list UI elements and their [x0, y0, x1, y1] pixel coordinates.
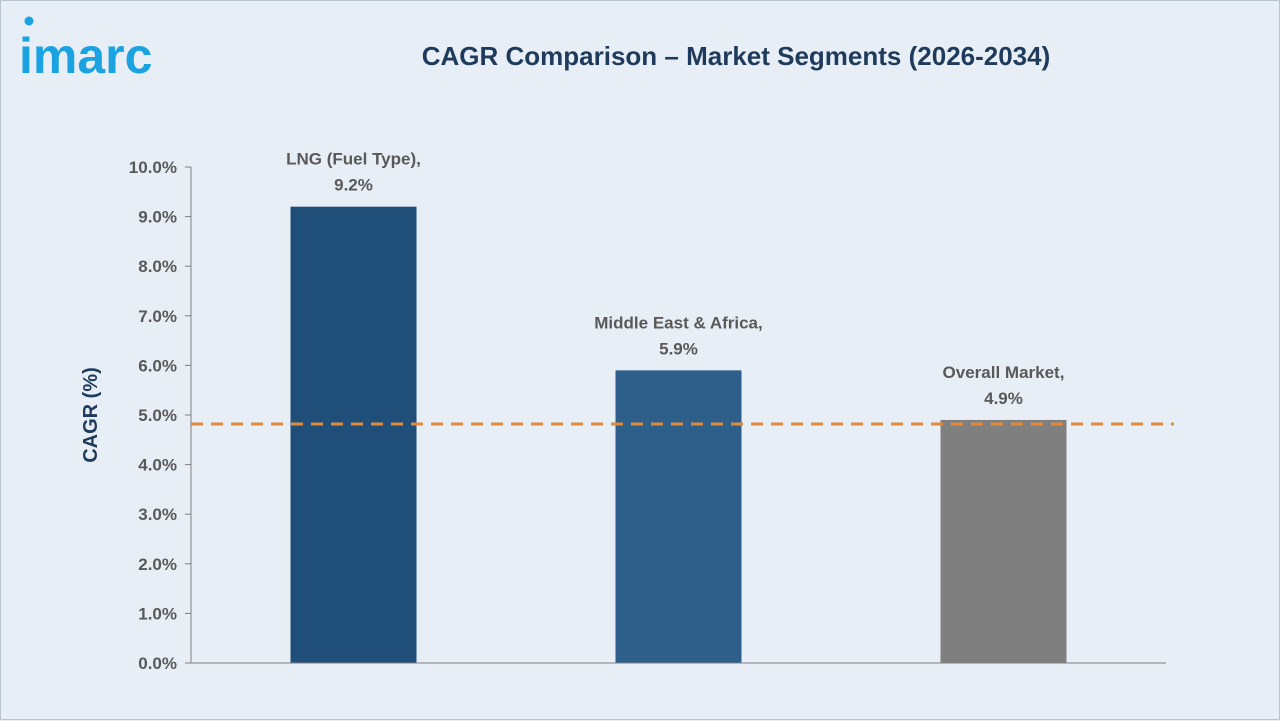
y-axis: 0.0% 1.0% 2.0% 3.0% 4.0% 5.0% 6.0% 7.0% 8.0% 9.0%…: [129, 158, 192, 673]
data-label-value: 9.2%: [334, 176, 373, 195]
bar-2: [615, 370, 742, 663]
bar-1: [290, 206, 417, 663]
bar-3: [940, 419, 1067, 663]
y-tick-label: 5.0%: [138, 406, 177, 425]
y-tick-label: 10.0%: [129, 158, 177, 177]
y-tick-label: 9.0%: [138, 208, 177, 227]
bars: [290, 206, 1067, 663]
y-tick-label: 6.0%: [138, 356, 177, 375]
imarc-logo-mark: imarc: [19, 16, 152, 84]
y-tick-label: 2.0%: [138, 555, 177, 574]
logo-wordmark: imarc: [19, 28, 152, 84]
imarc-logo: imarc: [19, 15, 209, 85]
y-tick-label: 8.0%: [138, 257, 177, 276]
data-label-category: Overall Market,: [943, 363, 1065, 382]
y-axis-title: CAGR (%): [80, 367, 102, 463]
data-label-category: Middle East & Africa,: [594, 313, 762, 332]
y-tick-label: 7.0%: [138, 307, 177, 326]
data-label-value: 5.9%: [659, 339, 698, 358]
data-label-category: LNG (Fuel Type),: [286, 150, 421, 169]
y-tick-label: 4.0%: [138, 456, 177, 475]
y-tick-label: 1.0%: [138, 604, 177, 623]
chart-title: CAGR Comparison – Market Segments (2026-…: [421, 41, 1051, 71]
data-labels: LNG (Fuel Type), 9.2% Middle East & Africa…: [286, 150, 1064, 408]
data-label-value: 4.9%: [984, 389, 1023, 408]
y-tick-label: 3.0%: [138, 505, 177, 524]
y-tick-label: 0.0%: [138, 654, 177, 673]
